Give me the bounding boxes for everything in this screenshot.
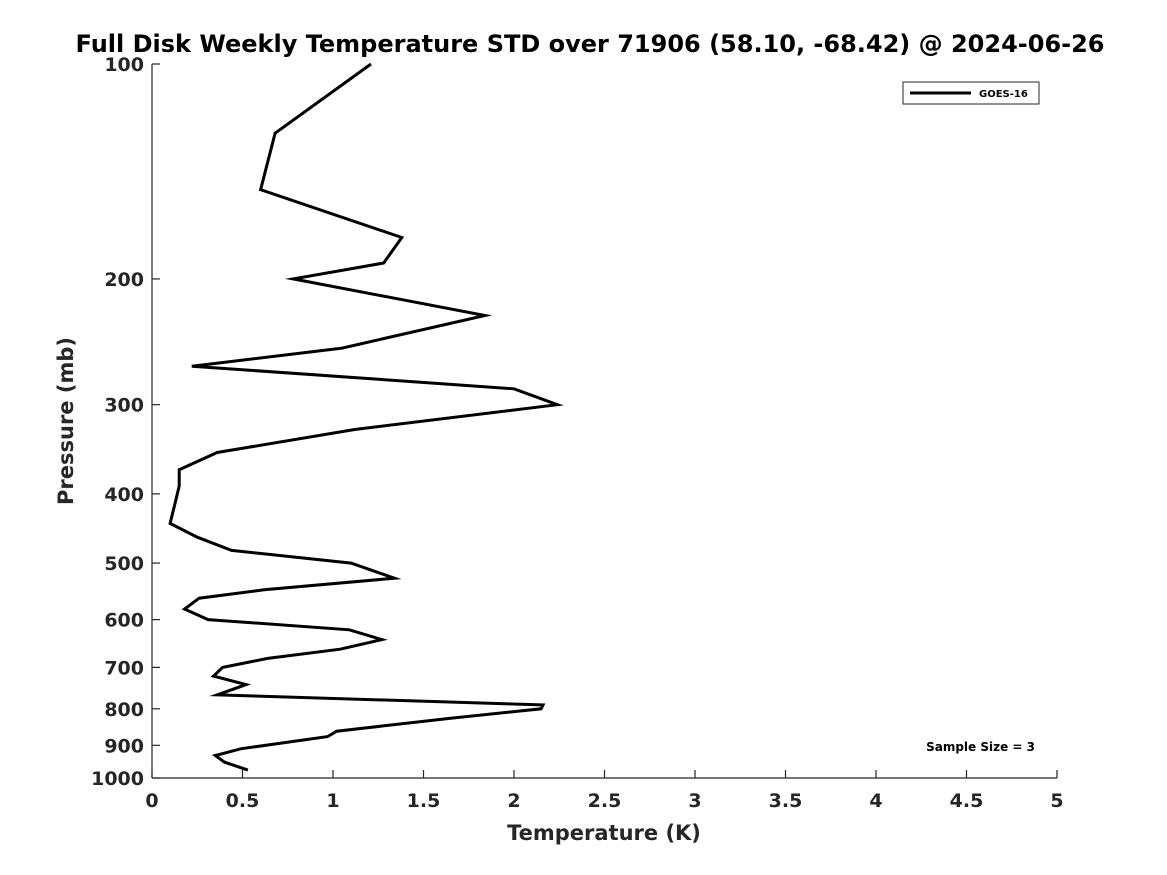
x-tick-label: 3: [688, 790, 701, 812]
legend-label-goes-16: GOES-16: [979, 89, 1028, 100]
x-tick-label: 2.5: [588, 790, 622, 812]
x-tick-label: 1.5: [407, 790, 441, 812]
x-tick-label: 4.5: [950, 790, 984, 812]
x-tick-label: 0.5: [226, 790, 260, 812]
y-tick-label: 600: [104, 610, 144, 632]
y-tick-label: 1000: [91, 768, 144, 790]
chart-title: Full Disk Weekly Temperature STD over 71…: [76, 30, 1105, 58]
x-axis-label: Temperature (K): [507, 821, 701, 845]
y-tick-label: 100: [104, 54, 144, 76]
x-tick-label: 2: [507, 790, 520, 812]
sample-size-annotation: Sample Size = 3: [926, 740, 1035, 754]
axes: [151, 64, 1057, 779]
y-tick-label: 300: [104, 395, 144, 417]
y-ticks: 100 200 300 400 500 600 700 800 900 1000: [91, 54, 160, 790]
x-tick-label: 4: [869, 790, 882, 812]
x-tick-label: 5: [1050, 790, 1063, 812]
y-axis-label: Pressure (mb): [54, 337, 78, 505]
y-tick-label: 700: [104, 657, 144, 679]
y-tick-label: 400: [104, 484, 144, 506]
y-tick-label: 900: [104, 735, 144, 757]
y-tick-label: 800: [104, 699, 144, 721]
series-layer: [168, 62, 564, 772]
series-line-goes-16: [168, 62, 564, 772]
y-tick-label: 200: [104, 269, 144, 291]
x-tick-label: 1: [326, 790, 339, 812]
legend: GOES-16: [902, 81, 1040, 105]
x-ticks: 0 0.5 1 1.5 2 2.5 3 3.5 4 4.5 5: [145, 770, 1064, 812]
y-tick-label: 500: [104, 553, 144, 575]
x-tick-label: 0: [145, 790, 158, 812]
x-tick-label: 3.5: [769, 790, 803, 812]
